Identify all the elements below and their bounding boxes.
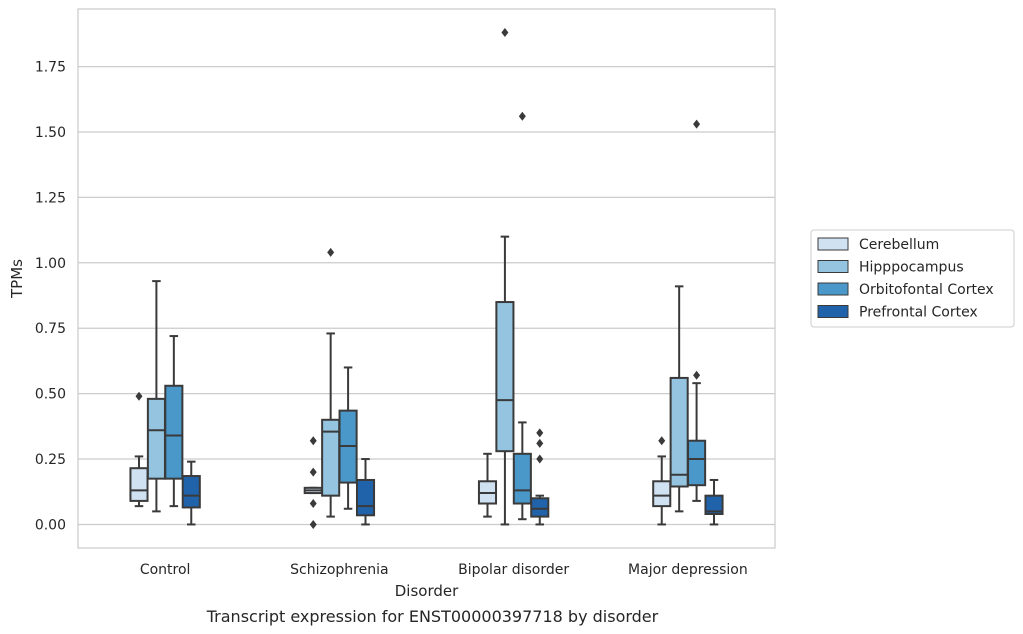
box-group	[164, 335, 184, 508]
y-tick-label: 1.00	[35, 256, 66, 272]
outlier-point	[693, 370, 701, 380]
box	[495, 301, 515, 453]
box-group	[303, 436, 323, 529]
legend-label: Cerebellum	[859, 237, 939, 253]
y-axis-label: TPMs	[8, 259, 26, 299]
outlier-point	[327, 247, 335, 257]
plot-frame	[77, 8, 776, 549]
legend-label: Hipppocampus	[859, 260, 964, 276]
x-tick-label: Bipolar disorder	[458, 562, 569, 578]
box	[652, 480, 672, 508]
box	[181, 475, 201, 509]
legend: Cerebellum Hipppocampus Orbitofontal Corte…	[810, 229, 1015, 328]
outlier-point	[518, 111, 526, 121]
box	[355, 478, 376, 517]
boxes-layer	[129, 28, 724, 529]
x-tick-label: Major depression	[628, 562, 748, 578]
box	[669, 376, 689, 488]
box-group	[669, 285, 689, 513]
y-tick-labels: 0.00 0.25 0.50 0.75 1.00 1.25 1.50 1.75	[35, 60, 66, 534]
chart-caption: Transcript expression for ENST0000039771…	[206, 607, 659, 626]
box-group	[181, 460, 201, 526]
legend-frame	[810, 229, 1015, 328]
x-tick-label: Schizophrenia	[290, 562, 388, 578]
x-axis-label: Disorder	[395, 582, 459, 600]
box	[704, 494, 724, 515]
box	[164, 384, 184, 480]
box-group	[530, 428, 550, 526]
outlier-point	[309, 519, 317, 529]
box	[146, 397, 166, 480]
outlier-point	[536, 454, 544, 464]
box-group	[146, 280, 166, 513]
box	[129, 467, 149, 502]
box-group	[495, 28, 515, 526]
y-tick-label: 1.75	[35, 60, 66, 76]
outlier-point	[536, 428, 544, 438]
outlier-point	[501, 28, 509, 38]
box	[512, 452, 532, 505]
box	[687, 439, 707, 487]
box-group	[687, 119, 707, 502]
legend-swatch	[817, 282, 849, 296]
legend-swatch	[817, 305, 849, 318]
outlier-point	[309, 467, 317, 477]
x-tick-label: Control	[140, 562, 191, 578]
box-group	[355, 458, 376, 526]
y-tick-label: 0.50	[35, 387, 66, 403]
y-tick-label: 1.25	[35, 190, 66, 206]
box-group	[129, 391, 149, 508]
box-group	[338, 366, 358, 510]
outlier-point	[658, 436, 666, 446]
legend-label: Prefrontal Cortex	[859, 305, 978, 321]
outlier-point	[693, 119, 701, 129]
box-group	[512, 111, 532, 521]
y-tick-label: 0.75	[35, 321, 66, 337]
box-group	[477, 452, 498, 518]
outlier-point	[536, 438, 544, 448]
box-group	[704, 478, 724, 526]
outlier-point	[309, 436, 317, 446]
legend-label: Orbitofontal Cortex	[859, 282, 994, 298]
y-tick-label: 0.25	[35, 452, 66, 468]
box-group	[652, 436, 672, 526]
y-tick-label: 1.50	[35, 125, 66, 141]
x-tick-labels: Control Schizophrenia Bipolar disorder Majo…	[140, 562, 748, 578]
y-tick-label: 0.00	[35, 517, 66, 533]
legend-swatch	[817, 260, 849, 273]
outlier-point	[135, 391, 143, 401]
box	[530, 497, 550, 518]
legend-swatch	[817, 237, 849, 251]
outlier-point	[309, 499, 317, 509]
